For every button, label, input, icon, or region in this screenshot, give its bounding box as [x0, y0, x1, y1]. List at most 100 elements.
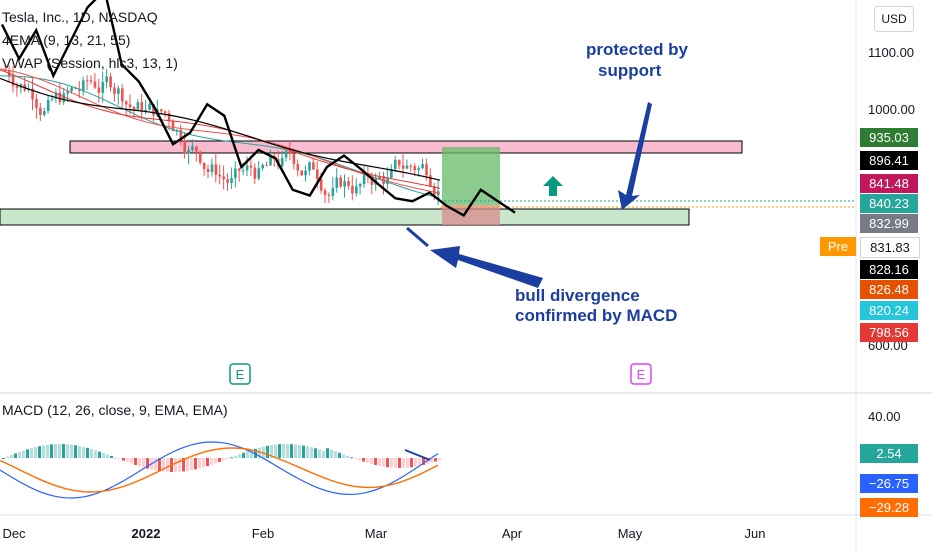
macd-bar [102, 453, 105, 458]
candle-body [43, 110, 46, 115]
macd-bar [314, 448, 317, 458]
macd-bar [54, 444, 57, 458]
macd-bar [26, 449, 29, 458]
candle-body [183, 140, 186, 154]
candle-body [284, 150, 288, 158]
candle-body [351, 185, 354, 194]
macd-axis-tick: 40.00 [868, 409, 901, 424]
candle-body [296, 164, 300, 171]
macd-bar [310, 447, 313, 458]
candle-body [401, 165, 405, 169]
macd-bar [14, 453, 17, 458]
candle-body [292, 153, 296, 165]
time-tick: Apr [502, 526, 523, 541]
macd-bar [6, 456, 9, 458]
earnings-marker-1[interactable] [229, 363, 251, 385]
macd-bar [110, 456, 113, 458]
macd-bar [70, 444, 73, 458]
macd-bar [46, 444, 49, 458]
candle-body [50, 98, 54, 100]
macd-bar [250, 450, 253, 458]
candle-body [128, 104, 132, 108]
divergence-annotation-line1: bull divergence [515, 286, 640, 305]
macd-bar [202, 458, 205, 468]
candle-body [394, 159, 397, 170]
macd-bar [114, 457, 117, 459]
macd-bar [98, 451, 101, 458]
price-tick: 1100.00 [868, 45, 914, 60]
macd-bar [258, 447, 261, 458]
candle-body [288, 150, 292, 154]
macd-bar [330, 449, 333, 458]
macd-bar [370, 458, 373, 465]
macd-bar [298, 444, 301, 458]
candle-body [113, 87, 116, 94]
candle-body [433, 186, 436, 196]
macd-bar [334, 451, 337, 458]
macd-bar [94, 450, 97, 458]
candle-body [148, 104, 151, 110]
candle-body [413, 166, 417, 171]
macd-bar [166, 458, 169, 472]
divergence-line [406, 226, 429, 248]
candle-body [11, 76, 15, 86]
macd-lines [0, 441, 439, 499]
macd-bar [178, 458, 181, 472]
macd-bar [418, 458, 421, 466]
macd-legend[interactable]: MACD (12, 26, close, 9, EMA, EMA) [2, 402, 228, 418]
candle-body [405, 165, 409, 169]
candle-body [316, 169, 319, 179]
macd-bar [134, 458, 137, 466]
macd-tag: −29.28 [860, 498, 918, 517]
candle-body [58, 92, 62, 103]
earnings-marker-1-label: E [236, 367, 245, 382]
macd-bar [286, 444, 289, 458]
symbol-legend[interactable]: Tesla, Inc., 1D, NASDAQ [2, 9, 158, 25]
time-tick: May [618, 526, 643, 541]
macd-bar [186, 458, 189, 471]
macd-bar [66, 444, 69, 458]
macd-bar [326, 448, 329, 458]
candle-body [132, 107, 136, 110]
macd-bar [210, 458, 213, 465]
candle-body [362, 173, 366, 185]
candle-body [89, 80, 93, 82]
candle-body [390, 169, 393, 178]
candle-body [35, 99, 38, 108]
candle-body [218, 174, 222, 177]
macd-bar [34, 447, 37, 458]
candle-body [429, 175, 432, 187]
candle-body [31, 88, 34, 100]
candle-body [167, 113, 171, 122]
macd-bar [18, 451, 21, 458]
candle-body [300, 170, 303, 176]
candle-body [15, 85, 19, 88]
earnings-marker-2[interactable] [630, 363, 652, 385]
macd-bar [2, 458, 5, 459]
macd-bar [394, 458, 397, 468]
macd-bar [358, 458, 361, 461]
candle-body [97, 87, 101, 93]
macd-bar [30, 448, 33, 458]
macd-bar [58, 444, 61, 458]
macd-tag: 2.54 [860, 444, 918, 463]
price-tick: 1000.00 [868, 102, 915, 117]
support-zone [0, 208, 690, 226]
candle-body [253, 167, 257, 179]
macd-bar [306, 446, 309, 458]
macd-bar [302, 445, 305, 458]
macd-bar [154, 458, 157, 471]
macd-bar [338, 452, 341, 458]
macd-bar [382, 458, 385, 467]
candle-body [323, 190, 327, 195]
ma-line [0, 77, 441, 181]
vwap-legend[interactable]: VWAP (Session, hlc3, 13, 1) [2, 55, 178, 71]
macd-bar [386, 458, 389, 468]
ema-legend[interactable]: 4EMA (9, 13, 21, 55) [2, 32, 131, 48]
macd-bar [90, 449, 93, 458]
candle-body [206, 168, 210, 172]
pre-market-label: Pre [820, 237, 856, 256]
currency-button[interactable]: USD [874, 6, 914, 32]
candle-body [101, 82, 105, 93]
